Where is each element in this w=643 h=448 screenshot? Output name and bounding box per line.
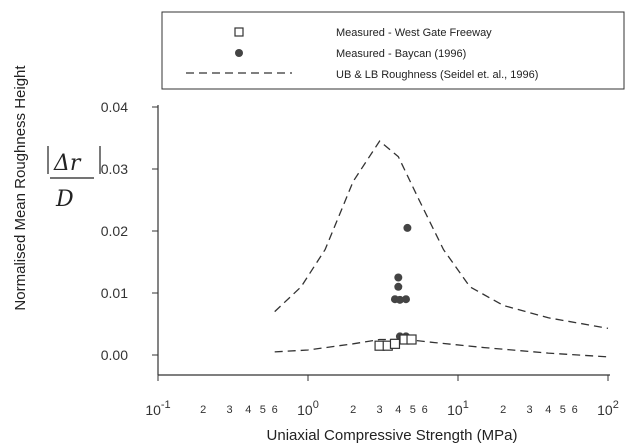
legend: Measured - West Gate Freeway Measured - … [161,11,625,90]
x-tick-exponent: 1 [463,399,469,411]
x-tick-label-minor: 3 [227,404,233,416]
x-tick-label-minor: 2 [500,404,506,416]
x-tick-exponent: -1 [161,399,171,411]
x-axis-label: Uniaxial Compressive Strength (MPa) [267,427,518,444]
x-tick-label-minor: 4 [245,404,251,416]
x-tick-label-minor: 2 [350,404,356,416]
data-points [374,223,417,351]
legend-label-seidel: UB & LB Roughness (Seidel et. al., 1996) [336,69,538,81]
bound-curves [274,140,609,358]
baycan-point [394,282,403,291]
legend-marker-circle [235,49,243,57]
legend-label-baycan: Measured - Baycan (1996) [336,48,466,60]
legend-label-west-gate: Measured - West Gate Freeway [336,27,492,39]
upper-bound-curve [274,140,609,329]
legend-box [161,11,625,90]
fraction-denominator: D [55,187,74,212]
baycan-point [401,295,410,304]
x-tick-exponent: 2 [613,399,619,411]
legend-marker-square [234,27,244,37]
x-tick-label-minor: 6 [572,404,578,416]
baycan-point [394,273,403,282]
x-tick-label-minor: 6 [422,404,428,416]
baycan-point [395,295,404,304]
x-tick-label-minor: 3 [377,404,383,416]
x-tick-label-minor: 3 [527,404,533,416]
lower-bound-curve [274,338,609,358]
y-axis-label: Normalised Mean Roughness Height [12,65,29,311]
west-gate-point [406,334,417,345]
x-tick-exponent: 0 [313,399,319,411]
y-axis-fraction: Δr D [47,146,101,212]
y-tick-label: 0.01 [101,285,128,301]
x-tick-label-minor: 2 [200,404,206,416]
baycan-point [403,223,412,232]
y-tick-label: 0.04 [101,99,128,115]
x-tick-label-major: 101 [447,399,469,418]
x-tick-label-minor: 6 [272,404,278,416]
y-tick-group: 0.00 0.01 0.02 0.03 0.04 [101,99,158,363]
y-tick-label: 0.02 [101,223,128,239]
x-tick-label-major: 102 [597,399,619,418]
fraction-numerator: Δr [53,151,82,176]
y-tick-label: 0.03 [101,161,128,177]
x-tick-label-minor: 5 [260,404,266,416]
x-tick-label-minor: 4 [545,404,551,416]
west-gate-point [389,338,401,349]
x-tick-label-major: 10-1 [145,399,170,418]
y-tick-label: 0.00 [101,347,128,363]
x-tick-label-major: 100 [297,399,319,418]
x-tick-label-minor: 5 [410,404,416,416]
x-tick-label-minor: 4 [395,404,401,416]
x-tick-label-minor: 5 [560,404,566,416]
